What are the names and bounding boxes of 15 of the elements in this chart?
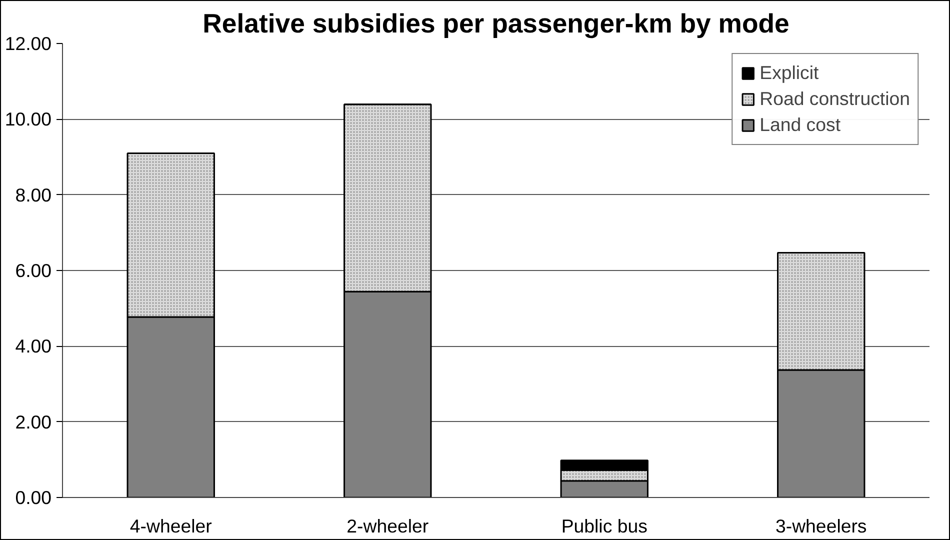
- y-tick-label: 10.00: [4, 108, 52, 130]
- chart-title: Relative subsidies per passenger-km by mode: [202, 8, 790, 38]
- legend-label: Land cost: [760, 114, 841, 136]
- y-tick-label: 6.00: [15, 260, 52, 281]
- y-tick-label: 4.00: [15, 336, 52, 357]
- y-tick-label: 8.00: [15, 184, 52, 206]
- y-tick-label: 12.00: [4, 33, 52, 54]
- legend-label: Explicit: [760, 62, 819, 84]
- legend-label: Road construction: [760, 88, 910, 110]
- x-tick-label: 3-wheelers: [776, 516, 867, 536]
- x-tick-label: 4-wheeler: [130, 516, 212, 536]
- y-tick-label: 2.00: [15, 411, 52, 432]
- y-tick-label: 0.00: [15, 487, 52, 508]
- x-tick-label: 2-wheeler: [346, 516, 429, 536]
- x-tick-label: Public bus: [561, 516, 648, 536]
